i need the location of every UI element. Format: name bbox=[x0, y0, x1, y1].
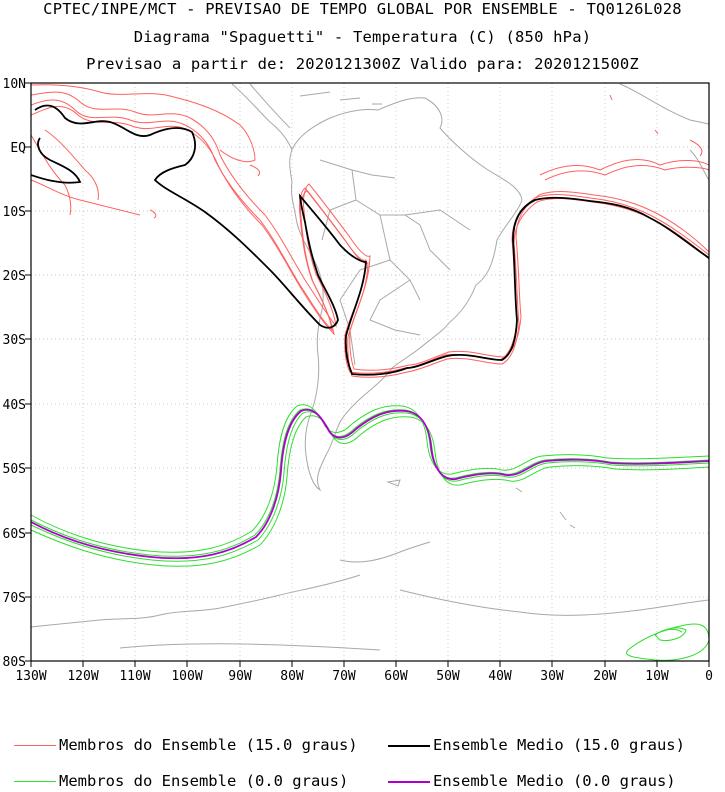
mean-15c bbox=[30, 104, 710, 376]
coastlines bbox=[30, 83, 710, 651]
grid-lines bbox=[31, 83, 709, 661]
legend-swatch-mean-15c bbox=[388, 745, 430, 747]
lon-labels: 130W 120W 110W 100W 90W 80W 70W 60W 50W … bbox=[15, 669, 713, 684]
legend-label-mean-15c: Ensemble Medio (15.0 graus) bbox=[433, 736, 685, 754]
lon-label: 90W bbox=[228, 669, 252, 684]
lon-label: 120W bbox=[67, 669, 98, 684]
lat-labels: 10N EQ 10S 20S 30S 40S 50S 60S 70S 80S bbox=[3, 77, 27, 670]
lat-label: 40S bbox=[3, 398, 26, 413]
spaghetti-map: 10N EQ 10S 20S 30S 40S 50S 60S 70S 80S 1… bbox=[3, 77, 713, 684]
legend-label-members-15c: Membros do Ensemble (15.0 graus) bbox=[59, 736, 358, 754]
country-borders bbox=[319, 159, 471, 366]
lat-label: 10N bbox=[3, 77, 26, 92]
lat-label: 60S bbox=[3, 527, 26, 542]
legend-swatch-members-0c bbox=[14, 781, 56, 782]
lat-label: 70S bbox=[3, 591, 26, 606]
members-15c bbox=[30, 84, 710, 378]
lat-label: EQ bbox=[10, 141, 26, 156]
title-line-1: CPTEC/INPE/MCT - PREVISAO DE TEMPO GLOBA… bbox=[43, 0, 682, 18]
lon-label: 50W bbox=[436, 669, 460, 684]
lon-label: 100W bbox=[171, 669, 202, 684]
lon-label: 20W bbox=[593, 669, 617, 684]
central-america-coast bbox=[231, 83, 293, 151]
south-america-coast bbox=[289, 97, 523, 492]
lon-label: 10W bbox=[645, 669, 669, 684]
mean-0c bbox=[30, 408, 710, 560]
lon-label: 70W bbox=[332, 669, 356, 684]
lon-label: 80W bbox=[280, 669, 304, 684]
lat-label: 80S bbox=[3, 655, 26, 670]
lon-label: 130W bbox=[15, 669, 46, 684]
lon-label: 0 bbox=[705, 669, 713, 684]
legend-label-members-0c: Membros do Ensemble (0.0 graus) bbox=[59, 772, 349, 790]
lon-label: 60W bbox=[384, 669, 408, 684]
lon-label: 30W bbox=[540, 669, 564, 684]
lat-label: 10S bbox=[3, 205, 26, 220]
title-line-3: Previsao a partir de: 2020121300Z Valido… bbox=[86, 55, 639, 73]
legend-label-mean-0c: Ensemble Medio (0.0 graus) bbox=[433, 772, 676, 790]
title-line-2: Diagrama "Spaguetti" - Temperatura (C) (… bbox=[133, 28, 592, 46]
members-0c bbox=[30, 404, 710, 661]
africa-coast bbox=[619, 83, 710, 181]
lat-label: 30S bbox=[3, 333, 26, 348]
lat-label: 50S bbox=[3, 462, 26, 477]
lon-label: 40W bbox=[488, 669, 512, 684]
legend-swatch-mean-0c bbox=[388, 781, 430, 783]
map-frame bbox=[30, 82, 710, 662]
lon-label: 110W bbox=[119, 669, 150, 684]
antarctica-coast bbox=[30, 541, 710, 651]
lat-label: 20S bbox=[3, 269, 26, 284]
legend-swatch-members-15c bbox=[14, 745, 56, 746]
axis-ticks bbox=[25, 82, 710, 667]
